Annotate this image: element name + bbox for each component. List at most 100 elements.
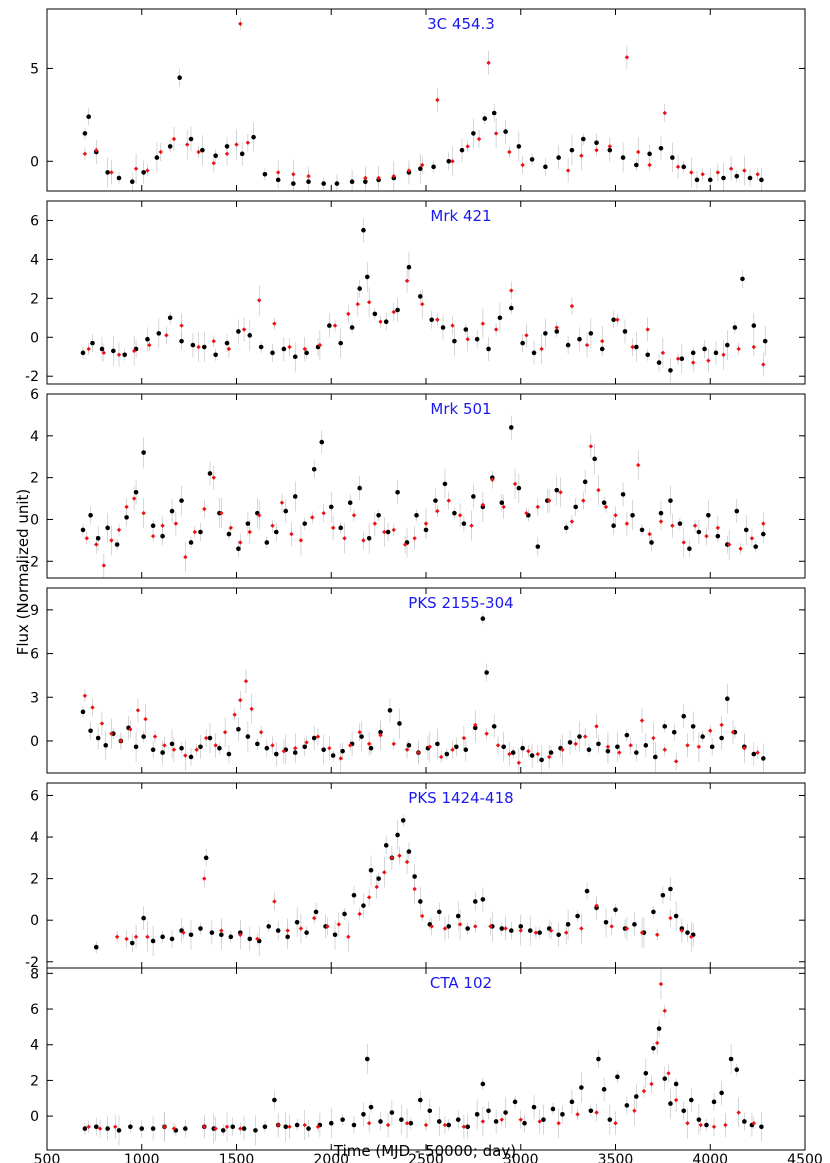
red-data-point — [361, 538, 366, 543]
black-data-point — [330, 753, 336, 758]
red-data-point — [363, 175, 368, 181]
black-data-point — [673, 913, 679, 919]
red-data-point — [385, 1122, 391, 1128]
black-data-point — [311, 466, 317, 472]
red-data-point — [658, 981, 664, 987]
panel-data — [82, 17, 764, 191]
red-data-point — [503, 926, 508, 931]
black-data-point — [105, 1126, 110, 1131]
red-data-point — [226, 346, 232, 352]
red-data-point — [109, 538, 114, 543]
red-data-point — [670, 523, 675, 528]
black-data-point — [501, 744, 506, 750]
black-data-point — [679, 356, 685, 361]
black-data-point — [472, 899, 478, 904]
red-data-point — [366, 895, 372, 900]
red-data-point — [287, 1124, 292, 1130]
red-data-point — [406, 168, 412, 173]
red-data-point — [493, 131, 499, 136]
red-data-point — [685, 743, 690, 748]
red-data-point — [317, 342, 323, 348]
black-data-point — [213, 153, 218, 159]
red-data-point — [480, 321, 486, 326]
black-data-point — [262, 171, 268, 177]
red-data-point — [675, 164, 681, 170]
red-data-point — [270, 523, 275, 528]
black-data-point — [652, 754, 658, 760]
black-data-point — [454, 744, 459, 750]
red-data-point — [469, 523, 474, 528]
black-data-point — [613, 907, 618, 913]
black-data-point — [527, 928, 533, 933]
red-data-point — [524, 510, 529, 516]
red-data-point — [97, 1126, 103, 1131]
black-data-point — [230, 1124, 236, 1130]
red-data-point — [109, 170, 114, 175]
red-data-point — [507, 149, 512, 155]
red-data-point — [423, 521, 429, 526]
black-data-point — [328, 504, 334, 510]
red-data-point — [520, 162, 525, 168]
black-data-point — [671, 729, 677, 735]
red-data-point — [116, 352, 122, 357]
red-data-point — [342, 536, 347, 541]
black-data-point — [579, 1085, 584, 1090]
red-data-point — [285, 928, 290, 933]
black-data-point — [499, 926, 505, 931]
black-data-point — [273, 751, 279, 757]
black-data-point — [465, 1124, 470, 1130]
black-data-point — [198, 744, 203, 750]
black-data-point — [207, 735, 213, 741]
panel-3: -2 0 2 4 6 Mrk 501 — [25, 387, 806, 579]
black-data-point — [725, 696, 730, 702]
red-data-point — [330, 525, 336, 531]
black-data-point — [482, 116, 488, 121]
red-data-point — [715, 525, 721, 531]
red-data-point — [442, 926, 448, 931]
black-data-point — [395, 489, 400, 495]
black-data-point — [418, 294, 423, 299]
black-data-point — [372, 311, 378, 317]
red-data-point — [666, 1071, 671, 1076]
black-data-point — [129, 940, 135, 946]
red-data-point — [378, 732, 383, 738]
red-data-point — [211, 475, 216, 480]
red-data-point — [185, 142, 190, 147]
red-data-point — [450, 323, 455, 328]
black-data-point — [632, 922, 637, 927]
red-data-point — [420, 162, 425, 168]
black-data-point — [357, 485, 362, 491]
black-data-point — [565, 922, 571, 927]
black-data-point — [376, 512, 381, 518]
black-data-point — [670, 155, 675, 160]
red-data-point — [164, 333, 169, 338]
red-data-point — [639, 718, 645, 723]
black-data-point — [624, 732, 630, 738]
red-data-point — [480, 1119, 486, 1124]
black-data-point — [283, 1124, 289, 1130]
red-data-point — [755, 172, 760, 177]
black-data-point — [556, 932, 561, 938]
black-data-point — [103, 743, 109, 748]
black-data-point — [508, 305, 514, 311]
black-data-point — [145, 336, 150, 342]
red-data-point — [86, 346, 91, 352]
black-data-point — [484, 670, 489, 675]
panel-6: 0 2 4 6 8 CTA 102 — [30, 966, 806, 1151]
black-data-point — [361, 903, 366, 908]
red-data-point — [310, 515, 315, 520]
black-data-point — [709, 744, 715, 750]
black-data-point — [128, 1124, 133, 1130]
black-data-point — [573, 504, 579, 510]
black-data-point — [342, 911, 347, 917]
red-data-point — [647, 162, 652, 168]
red-data-point — [594, 147, 599, 153]
black-data-point — [529, 753, 535, 758]
panel-data — [82, 969, 764, 1146]
red-data-point — [346, 311, 351, 317]
black-data-point — [236, 329, 241, 334]
red-data-point — [258, 730, 264, 735]
black-data-point — [486, 346, 491, 352]
black-data-point — [582, 479, 588, 485]
red-data-point — [641, 1088, 647, 1094]
